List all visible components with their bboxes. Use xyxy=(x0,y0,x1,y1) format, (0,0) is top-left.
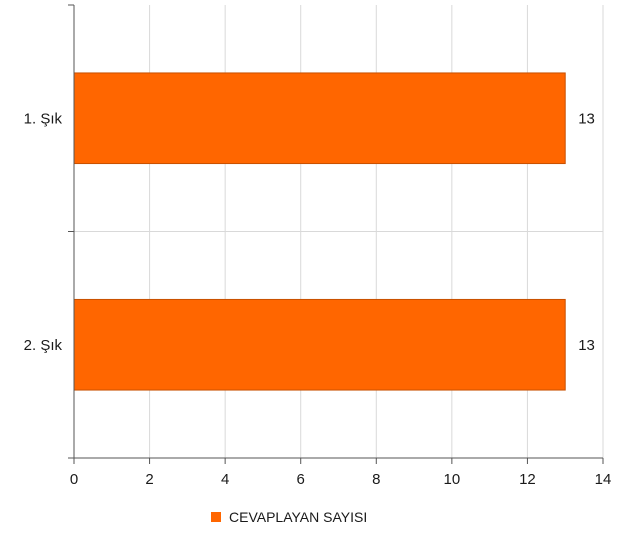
category-label: 2. Şık xyxy=(24,337,63,354)
bar xyxy=(73,72,566,165)
x-tick-label: 8 xyxy=(372,471,380,488)
bar xyxy=(73,298,566,391)
category-label: 1. Şık xyxy=(24,110,63,127)
x-tick-label: 10 xyxy=(444,471,461,488)
x-tick-label: 12 xyxy=(519,471,536,488)
legend-swatch xyxy=(211,512,221,522)
data-label: 13 xyxy=(578,110,595,127)
labels: 0 2 4 6 8 10 12 14 1. Şık 13 2. Şık 13 xyxy=(24,110,612,488)
legend: CEVAPLAYAN SAYISI xyxy=(211,509,367,525)
x-tick-label: 4 xyxy=(221,471,229,488)
x-tick-label: 14 xyxy=(595,471,612,488)
x-tick-label: 6 xyxy=(297,471,305,488)
bars xyxy=(73,72,566,391)
axes xyxy=(68,4,604,464)
legend-label: CEVAPLAYAN SAYISI xyxy=(229,509,367,525)
x-tick-label: 2 xyxy=(145,471,153,488)
data-label: 13 xyxy=(578,337,595,354)
x-tick-label: 0 xyxy=(70,471,78,488)
